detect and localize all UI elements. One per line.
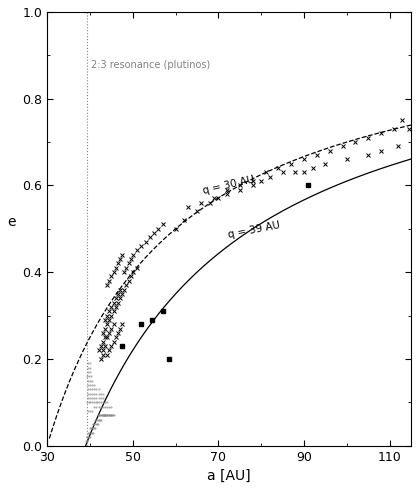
X-axis label: a [AU]: a [AU] [207,469,251,483]
Y-axis label: e: e [7,215,15,229]
Text: 2:3 resonance (plutinos): 2:3 resonance (plutinos) [91,60,210,70]
Text: q = 30 AU: q = 30 AU [201,174,255,196]
Text: q = 39 AU: q = 39 AU [227,220,281,240]
